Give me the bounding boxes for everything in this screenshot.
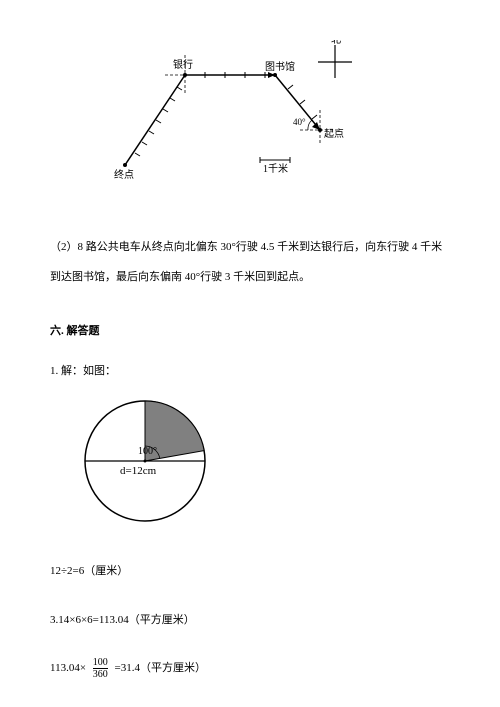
start-label: 起点 [324,128,344,140]
circle-angle-label: 100° [138,446,157,457]
angle-label: 40° [293,117,306,127]
north-label: 北 [331,40,341,46]
problem-2-text: （2）8 路公共电车从终点向北偏东 30°行驶 4.5 千米到达银行后，向东行驶… [50,232,450,294]
calc3-prefix: 113.04× [50,662,86,674]
calc3-suffix: =31.4（平方厘米） [115,662,206,674]
end-label: 终点 [114,168,134,181]
calc-line-3: 113.04× 100 360 =31.4（平方厘米） [50,653,450,684]
diameter-label: d=12cm [120,465,157,477]
calc-line-2: 3.14×6×6=113.04（平方厘米） [50,605,450,636]
route-diagram: 北 40° [110,40,450,212]
fraction: 100 360 [93,657,108,680]
bank-label: 银行 [173,58,193,71]
scale-label: 1千米 [263,162,288,175]
fraction-denominator: 360 [93,668,108,680]
solution-intro: 1. 解：如图： [50,356,450,387]
fraction-numerator: 100 [93,657,108,668]
section-heading: 六. 解答题 [50,318,450,346]
calc-line-1: 12÷2=6（厘米） [50,556,450,587]
circle-diagram: 100° d=12cm [80,396,450,538]
library-label: 图书馆 [265,60,295,73]
